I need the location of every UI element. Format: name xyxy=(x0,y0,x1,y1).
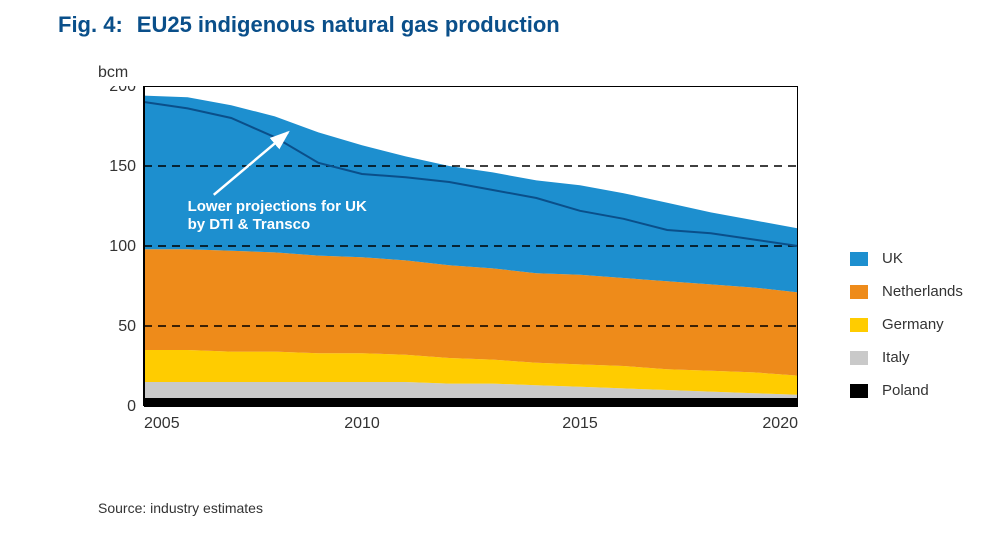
legend-swatch xyxy=(850,318,868,332)
x-tick-label: 2015 xyxy=(562,415,598,432)
legend-item-germany: Germany xyxy=(850,316,963,333)
legend-swatch xyxy=(850,384,868,398)
source-line: Source: industry estimates xyxy=(98,500,263,516)
legend-label: Germany xyxy=(882,316,944,333)
legend-item-netherlands: Netherlands xyxy=(850,283,963,300)
legend-swatch xyxy=(850,252,868,266)
y-tick-label: 50 xyxy=(118,318,136,335)
legend-swatch xyxy=(850,285,868,299)
y-axis-label: bcm xyxy=(98,64,128,82)
x-tick-label: 2020 xyxy=(762,415,798,432)
legend-label: Poland xyxy=(882,382,929,399)
legend-item-uk: UK xyxy=(850,250,963,267)
y-tick-label: 150 xyxy=(109,158,136,175)
y-tick-label: 100 xyxy=(109,238,136,255)
area-poland xyxy=(144,398,798,406)
legend-label: Italy xyxy=(882,349,910,366)
legend-label: UK xyxy=(882,250,903,267)
x-tick-label: 2010 xyxy=(344,415,380,432)
figure-title: Fig. 4: EU25 indigenous natural gas produ… xyxy=(58,12,560,38)
legend-swatch xyxy=(850,351,868,365)
legend-label: Netherlands xyxy=(882,283,963,300)
y-tick-label: 200 xyxy=(109,86,136,95)
y-tick-label: 0 xyxy=(127,398,136,415)
legend-item-italy: Italy xyxy=(850,349,963,366)
legend-item-poland: Poland xyxy=(850,382,963,399)
legend: UK Netherlands Germany Italy Poland xyxy=(850,250,963,415)
chart: Lower projections for UKby DTI & Transco… xyxy=(98,86,798,436)
figure-title-text: EU25 indigenous natural gas production xyxy=(137,12,560,37)
figure-container: { "figure": { "prefix": "Fig. 4:", "titl… xyxy=(0,0,997,545)
x-tick-label: 2005 xyxy=(144,415,180,432)
figure-number: Fig. 4: xyxy=(58,12,123,37)
chart-svg: Lower projections for UKby DTI & Transco… xyxy=(98,86,798,436)
